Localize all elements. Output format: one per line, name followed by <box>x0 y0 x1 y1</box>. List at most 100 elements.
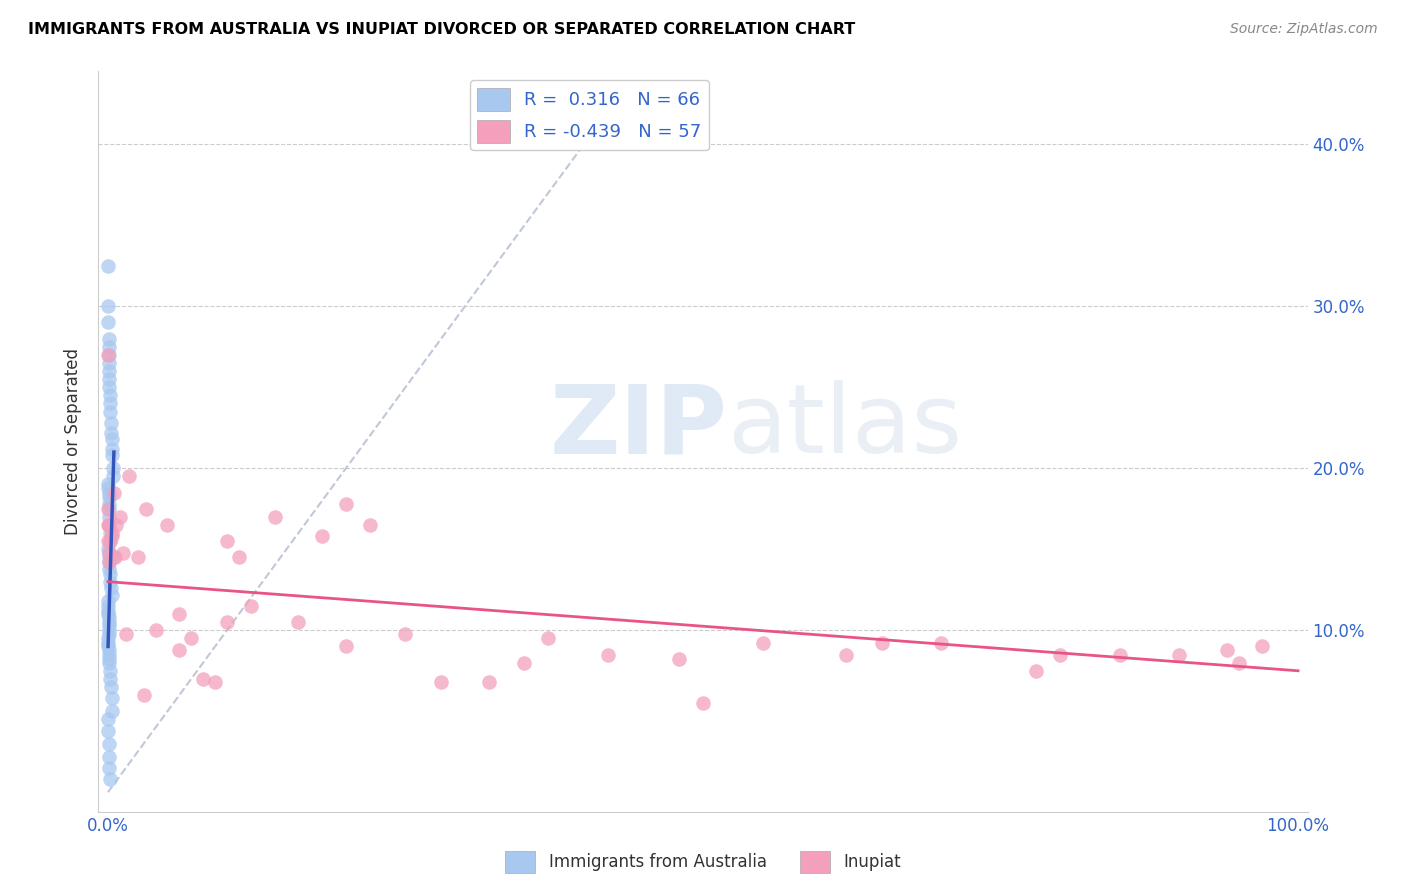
Point <box>98 372 121 386</box>
Point <box>98 396 121 410</box>
Point <box>263 509 285 524</box>
Point <box>101 448 124 462</box>
Text: ZIP: ZIP <box>550 380 727 474</box>
Point <box>1251 640 1274 654</box>
Point <box>101 704 124 718</box>
Point <box>100 425 122 440</box>
Point <box>98 534 121 549</box>
Point <box>239 599 262 613</box>
Point <box>145 624 167 638</box>
Point <box>97 481 120 495</box>
Point <box>97 259 120 273</box>
Point <box>1025 664 1047 678</box>
Point <box>97 332 120 346</box>
Point <box>98 555 121 569</box>
Point <box>101 461 124 475</box>
Point <box>98 509 121 524</box>
Y-axis label: Divorced or Separated: Divorced or Separated <box>65 348 83 535</box>
Point <box>835 648 858 662</box>
Point <box>97 545 120 559</box>
Point <box>513 656 536 670</box>
Point <box>97 749 120 764</box>
Point <box>97 299 120 313</box>
Text: Source: ZipAtlas.com: Source: ZipAtlas.com <box>1230 22 1378 37</box>
Point <box>104 550 127 565</box>
Point <box>98 562 121 576</box>
Point <box>97 712 120 726</box>
Point <box>98 404 121 418</box>
Text: atlas: atlas <box>727 380 962 474</box>
Point <box>478 675 501 690</box>
Point <box>98 626 121 640</box>
Point <box>97 485 120 500</box>
Point <box>97 723 120 738</box>
Legend: Immigrants from Australia, Inupiat: Immigrants from Australia, Inupiat <box>499 845 907 880</box>
Point <box>100 581 122 595</box>
Point <box>929 636 952 650</box>
Point <box>100 442 122 456</box>
Point <box>98 664 121 678</box>
Point <box>191 672 214 686</box>
Point <box>751 636 773 650</box>
Text: IMMIGRANTS FROM AUSTRALIA VS INUPIAT DIVORCED OR SEPARATED CORRELATION CHART: IMMIGRANTS FROM AUSTRALIA VS INUPIAT DIV… <box>28 22 855 37</box>
Point <box>101 550 124 565</box>
Point <box>98 526 121 541</box>
Point <box>97 632 120 646</box>
Point <box>97 348 120 362</box>
Point <box>97 545 120 559</box>
Point <box>97 356 120 370</box>
Point <box>430 675 453 690</box>
Point <box>169 607 191 621</box>
Point <box>335 497 357 511</box>
Point <box>98 566 121 581</box>
Point <box>97 737 120 751</box>
Point <box>97 610 120 624</box>
Point <box>114 626 136 640</box>
Point <box>98 380 121 394</box>
Point <box>537 632 560 646</box>
Point <box>100 529 122 543</box>
Point <box>215 534 238 549</box>
Point <box>112 545 135 559</box>
Point <box>103 469 125 483</box>
Point <box>97 594 120 608</box>
Point <box>156 518 179 533</box>
Point <box>97 497 120 511</box>
Point <box>97 550 120 565</box>
Point <box>100 432 122 446</box>
Point <box>98 672 121 686</box>
Point <box>1049 648 1071 662</box>
Point <box>98 518 121 533</box>
Point <box>98 388 121 402</box>
Point <box>311 529 333 543</box>
Point <box>97 648 120 662</box>
Point <box>1108 648 1130 662</box>
Point <box>204 675 226 690</box>
Point <box>132 688 155 702</box>
Point <box>97 599 120 613</box>
Point <box>97 477 120 491</box>
Point <box>98 656 121 670</box>
Point <box>97 652 120 666</box>
Point <box>98 772 121 787</box>
Point <box>98 534 121 549</box>
Point <box>359 518 381 533</box>
Point <box>215 615 238 630</box>
Point <box>97 534 120 549</box>
Point <box>394 626 416 640</box>
Legend: R =  0.316   N = 66, R = -0.439   N = 57: R = 0.316 N = 66, R = -0.439 N = 57 <box>470 80 709 150</box>
Point <box>97 615 120 630</box>
Point <box>100 691 122 706</box>
Point <box>97 491 120 505</box>
Point <box>103 485 125 500</box>
Point <box>169 642 191 657</box>
Point <box>100 680 122 694</box>
Point <box>97 624 120 638</box>
Point <box>97 607 120 621</box>
Point <box>596 648 619 662</box>
Point <box>118 469 141 483</box>
Point <box>287 615 309 630</box>
Point <box>97 642 120 657</box>
Point <box>97 518 120 533</box>
Point <box>98 364 121 378</box>
